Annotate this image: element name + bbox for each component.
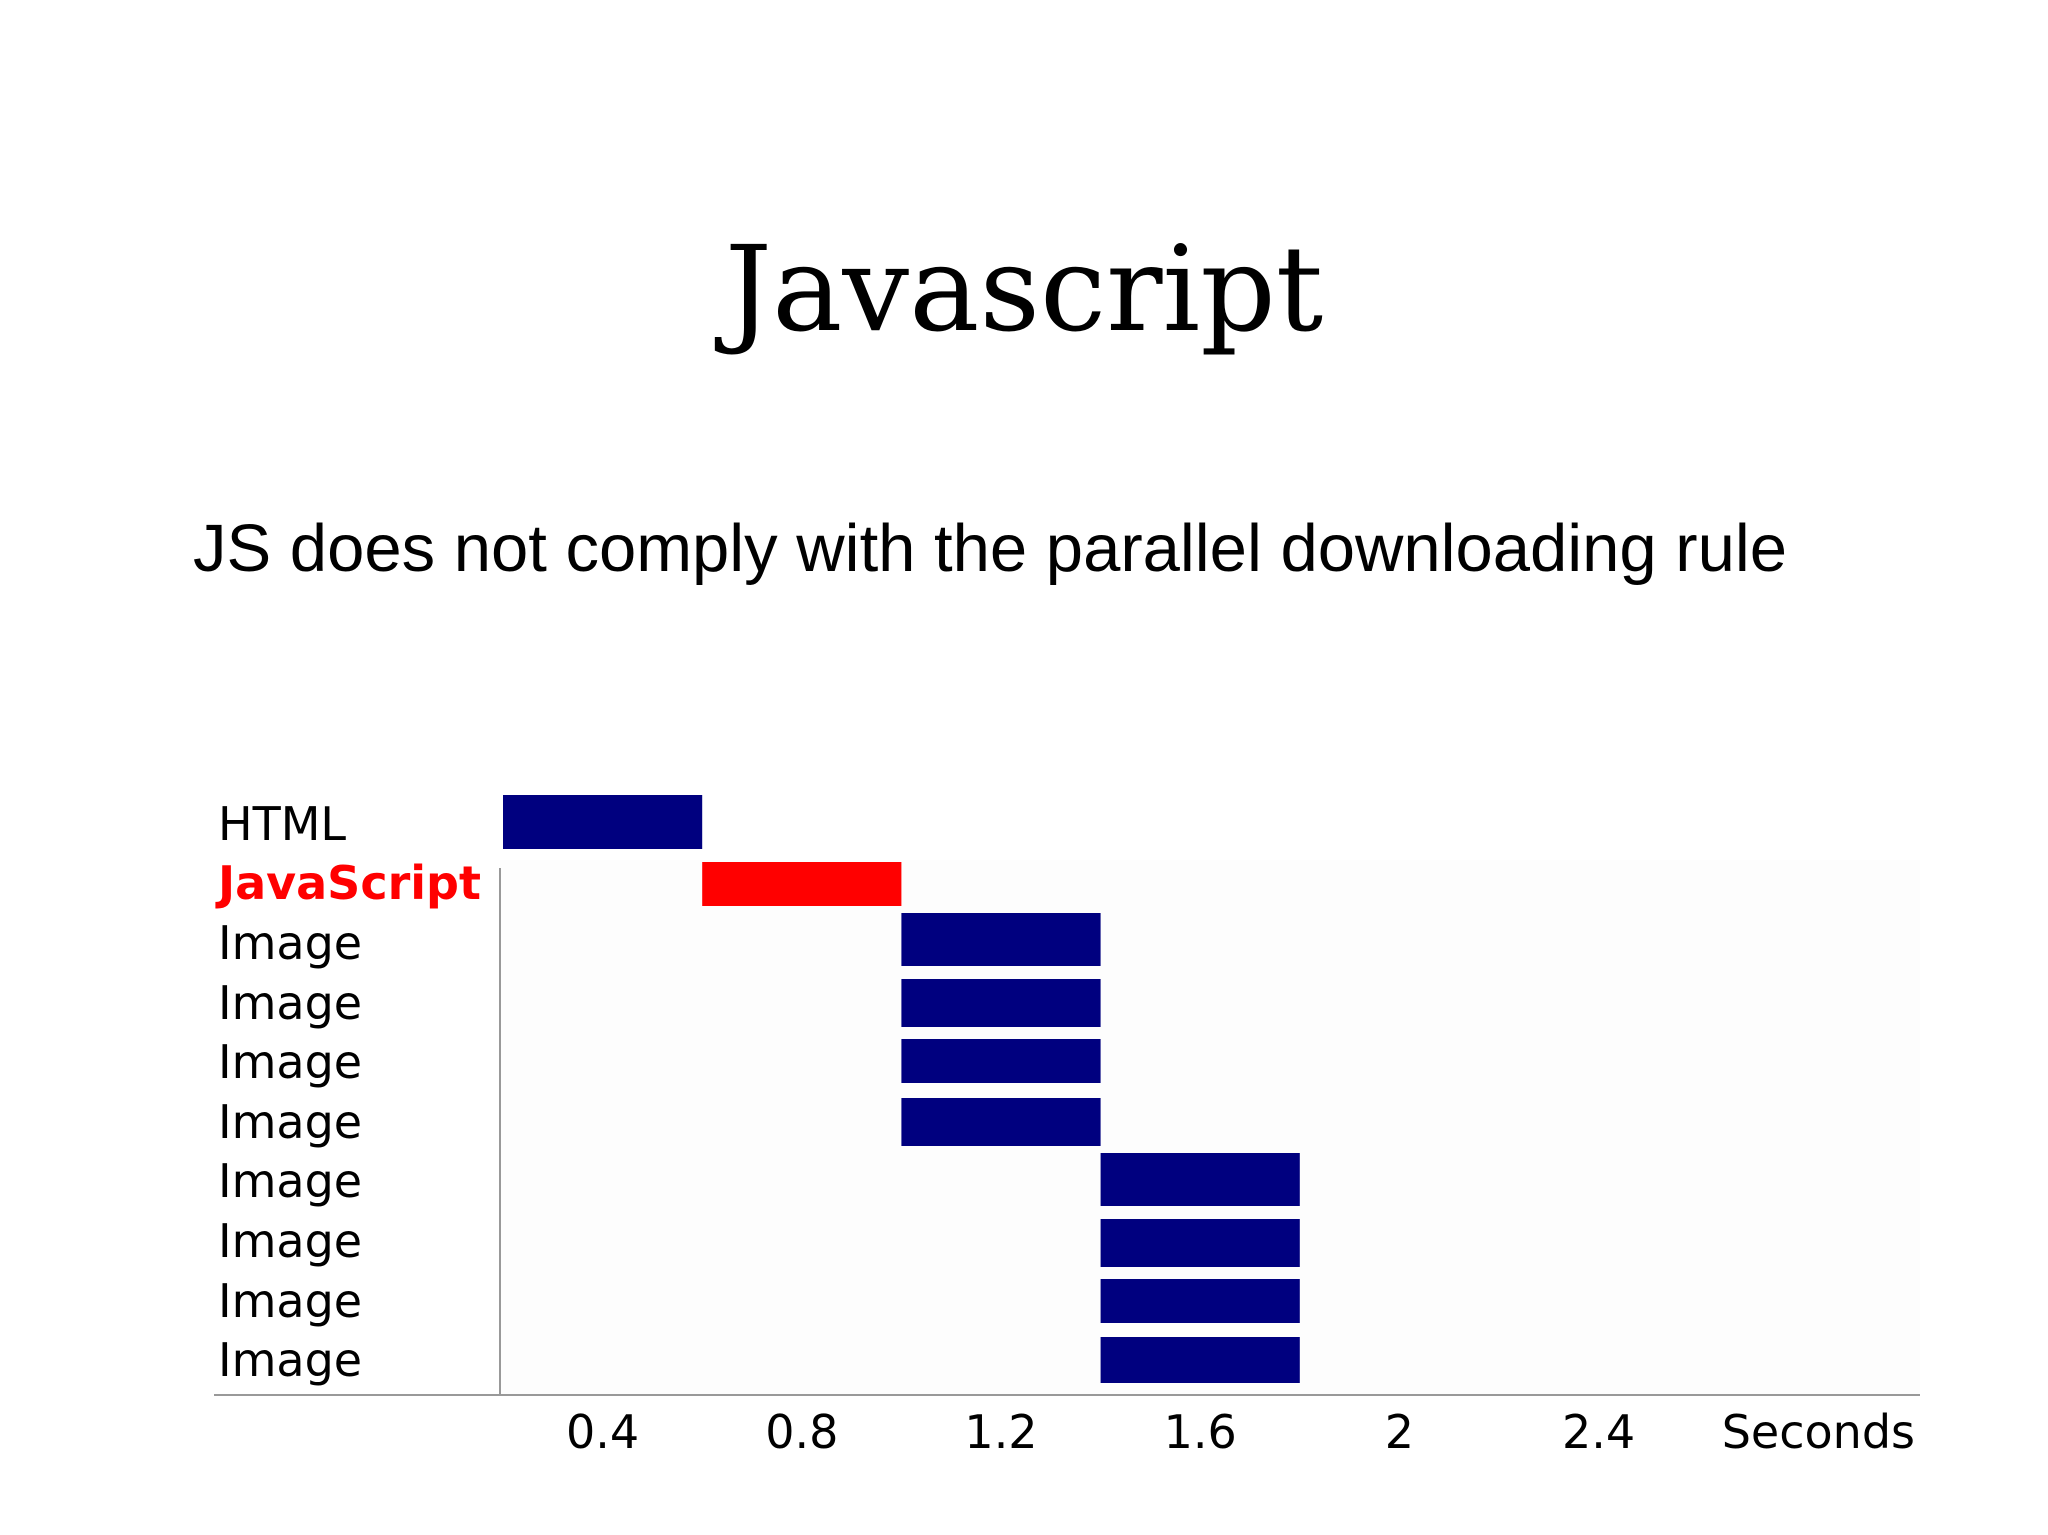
bar-image-4 xyxy=(901,1039,1101,1083)
row-label-7: Image xyxy=(218,1214,362,1268)
bar-image-7 xyxy=(1100,1219,1300,1267)
bar-image-2 xyxy=(901,913,1101,966)
row-label-8: Image xyxy=(218,1274,362,1328)
row-label-1: JavaScript xyxy=(215,856,481,910)
row-label-4: Image xyxy=(218,1035,362,1089)
x-tick-label-3: 1.6 xyxy=(1164,1405,1237,1459)
x-tick-label-4: 2 xyxy=(1385,1405,1414,1459)
slide-title: Javascript xyxy=(724,220,1324,358)
bar-image-6 xyxy=(1100,1153,1300,1206)
bar-image-9 xyxy=(1100,1337,1300,1383)
x-tick-label-2: 1.2 xyxy=(964,1405,1037,1459)
x-tick-label-0: 0.4 xyxy=(566,1405,639,1459)
row-label-9: Image xyxy=(218,1333,362,1387)
x-tick-label-1: 0.8 xyxy=(765,1405,838,1459)
row-label-0: HTML xyxy=(218,797,346,851)
x-tick-label-5: 2.4 xyxy=(1562,1405,1635,1459)
bar-image-3 xyxy=(901,979,1101,1027)
bar-javascript xyxy=(702,862,902,906)
row-label-5: Image xyxy=(218,1095,362,1149)
row-label-6: Image xyxy=(218,1154,362,1208)
bar-image-5 xyxy=(901,1098,1101,1146)
slide-subtitle: JS does not comply with the parallel dow… xyxy=(193,511,1788,586)
row-label-2: Image xyxy=(218,916,362,970)
bar-image-8 xyxy=(1100,1279,1300,1323)
row-label-3: Image xyxy=(218,976,362,1030)
bar-html-0 xyxy=(503,795,703,849)
x-axis-unit-label: Seconds xyxy=(1722,1405,1915,1459)
